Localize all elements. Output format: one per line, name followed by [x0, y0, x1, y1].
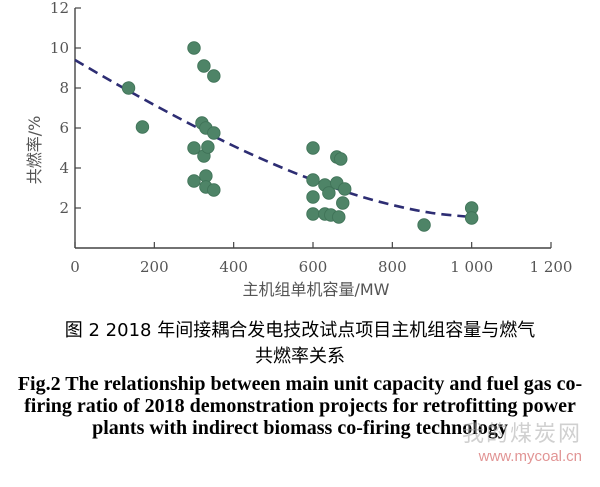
scatter-chart: 0 200 400 600 800 1 000 1 200 2 4 6 8 10 12 主机组单机容量/…: [25, 0, 573, 299]
data-point: [338, 182, 352, 196]
y-tick-label: 4: [59, 159, 69, 177]
data-point: [306, 207, 320, 221]
data-point: [201, 140, 215, 154]
data-point: [332, 210, 346, 224]
figure-caption-chinese: 图 2 2018 年间接耦合发电技改试点项目主机组容量与燃气 共燃率关系: [0, 318, 600, 370]
x-tick-label: 200: [140, 258, 169, 276]
figure-caption-english: Fig.2 The relationship between main unit…: [17, 373, 583, 439]
x-tick-label: 400: [219, 258, 248, 276]
x-tick-label: 1 200: [530, 258, 573, 276]
data-point: [187, 174, 201, 188]
data-point: [187, 41, 201, 55]
data-point: [187, 141, 201, 155]
x-tick-label: 600: [299, 258, 328, 276]
data-point: [197, 59, 211, 73]
data-point: [322, 186, 336, 200]
data-point: [464, 211, 479, 225]
caption-cn-line-2: 共燃率关系: [255, 346, 345, 367]
y-tick-label: 6: [59, 119, 69, 137]
data-point: [207, 69, 221, 83]
y-axis-title: 共燃率/%: [25, 116, 44, 185]
trend-line: [74, 58, 472, 219]
data-point: [135, 120, 150, 134]
x-tick-label: 0: [70, 258, 80, 276]
data-points: [121, 41, 479, 232]
y-tick-label: 12: [50, 0, 69, 17]
x-axis-title: 主机组单机容量/MW: [242, 280, 389, 299]
data-point: [306, 141, 320, 155]
y-tick-label: 10: [50, 39, 69, 57]
data-point: [334, 152, 348, 166]
data-point: [121, 81, 136, 95]
data-point: [417, 218, 431, 232]
watermark-url: www.mycoal.cn: [478, 448, 582, 465]
data-point: [306, 173, 320, 187]
data-point: [306, 190, 320, 204]
x-tick-label: 1 000: [450, 258, 493, 276]
data-point: [336, 196, 350, 210]
y-tick-label: 2: [59, 199, 69, 217]
data-point: [207, 126, 221, 140]
x-tick-label: 800: [378, 258, 407, 276]
caption-cn-line-1: 图 2 2018 年间接耦合发电技改试点项目主机组容量与燃气: [64, 320, 536, 341]
tick-marks: 0 200 400 600 800 1 000 1 200 2 4 6 8 10 12: [50, 0, 573, 276]
y-tick-label: 8: [59, 79, 69, 97]
data-point: [207, 183, 221, 197]
